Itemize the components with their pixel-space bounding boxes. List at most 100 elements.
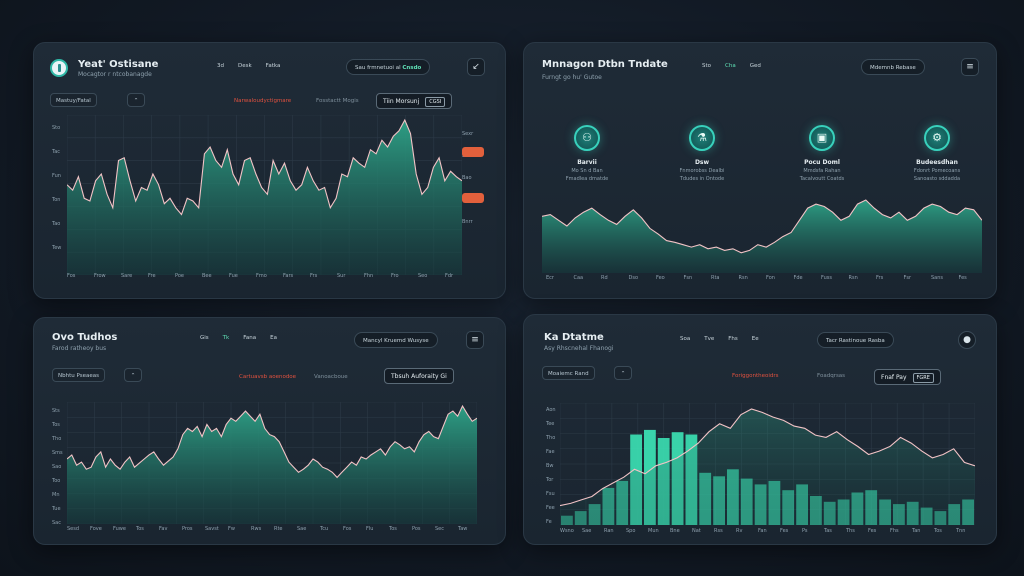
search-pill[interactable]: Tacr Rastinoue Rasba bbox=[817, 332, 894, 348]
y-tick-label: Tho bbox=[546, 435, 556, 441]
x-tick-label: Fuss bbox=[821, 275, 832, 281]
x-tick-label: Ths bbox=[846, 528, 855, 534]
x-tick-label: Ran bbox=[604, 528, 614, 534]
series-line bbox=[67, 118, 462, 216]
filter-button[interactable]: Moaiemc Rand bbox=[542, 366, 595, 380]
kpi-sub: Mo Sn d Ban bbox=[571, 168, 603, 174]
nav-item[interactable]: Fatka bbox=[265, 63, 281, 69]
x-tick-label: Fhs bbox=[890, 528, 899, 534]
settings-icon[interactable]: ● bbox=[958, 331, 976, 349]
nav-item[interactable]: Ee bbox=[751, 336, 759, 342]
kpi-card[interactable]: ⚇ Barvii Mo Sn d Ban Fmadlea dmatde bbox=[542, 125, 632, 182]
x-tick-label: Dso bbox=[628, 275, 639, 281]
x-tick-label: Fon bbox=[766, 275, 775, 281]
kpi-label: Budeesdhan bbox=[916, 159, 958, 166]
kpi-label: Dsw bbox=[694, 159, 710, 166]
alert-text: Foriggontheoidrs bbox=[732, 373, 779, 379]
nav-item[interactable]: Fhs bbox=[728, 336, 738, 342]
search-pill[interactable]: Mdemnb Rebase bbox=[861, 59, 925, 75]
x-tick-label: Sesd bbox=[67, 526, 80, 532]
nav-item[interactable]: Tk bbox=[222, 335, 230, 341]
x-tick-label: Pros bbox=[182, 526, 193, 532]
panel-bottom-right: Ka Dtatme Asy Rhscnehal Fhanogi Soa Tve Fh… bbox=[523, 314, 997, 545]
x-tick-label: Fes bbox=[780, 528, 789, 534]
x-tick-label: Fove bbox=[90, 526, 102, 532]
chevron-up-icon[interactable]: ⌃ bbox=[127, 93, 145, 107]
panel-bottom-left: Ovo Tudhos Farod ratheoy bus Gis Tk Fana Ea… bbox=[33, 317, 506, 545]
x-tick-label: Fes bbox=[958, 275, 967, 281]
nav-item[interactable]: Ged bbox=[749, 63, 761, 69]
x-tick-label: Fos bbox=[343, 526, 352, 532]
filter-button[interactable]: Nbhtu Pseaeas bbox=[52, 368, 105, 382]
nav-item[interactable]: Tve bbox=[704, 336, 715, 342]
nav-item[interactable]: Gis bbox=[200, 335, 209, 341]
kpi-card[interactable]: ▣ Pocu Doml Mmdsfa Rahan Tacalvoutt Coat… bbox=[777, 125, 867, 182]
menu-icon[interactable]: ≡ bbox=[466, 331, 484, 349]
kpi-label: Pocu Doml bbox=[804, 159, 840, 166]
x-tick-label: Fos bbox=[67, 273, 76, 279]
y-tick-label: Tho bbox=[52, 436, 62, 442]
kpi-sub: Sanoasto sddadda bbox=[913, 176, 961, 182]
y-tick-label: Fee bbox=[546, 505, 555, 511]
range-selector[interactable]: Tbsuh Auforaity Gi bbox=[384, 368, 454, 384]
x-tick-label: Fw bbox=[228, 526, 235, 532]
x-tick-label: Fan bbox=[758, 528, 767, 534]
y-tick-label: Sto bbox=[52, 125, 61, 131]
y-tick-label: Tac bbox=[52, 149, 61, 155]
alert-text: Narwaloudyctigmare bbox=[234, 98, 292, 104]
y-tick-label: Fe bbox=[546, 519, 552, 525]
menu-icon[interactable]: ≡ bbox=[961, 58, 979, 76]
x-tick-label: Nat bbox=[692, 528, 701, 534]
nav-bar: Soa Tve Fhs Ee bbox=[680, 336, 773, 342]
x-tick-label: Fdr bbox=[445, 273, 454, 279]
area-chart bbox=[67, 115, 462, 275]
area-chart bbox=[67, 402, 477, 524]
chevron-up-icon[interactable]: ⌃ bbox=[124, 368, 142, 382]
x-tick-label: Feo bbox=[656, 275, 665, 281]
kpi-card[interactable]: ⚙ Budeesdhan Fdonrt Pomecoans Sanoasto s… bbox=[892, 125, 982, 182]
nav-item[interactable]: 3d bbox=[217, 63, 224, 69]
filter-button[interactable]: Mastuy/Fatal bbox=[50, 93, 97, 107]
panel-title: Ovo Tudhos bbox=[52, 332, 118, 343]
series-line bbox=[67, 404, 477, 479]
x-tick-label: Caa bbox=[573, 275, 584, 281]
kpi-icon: ⚗ bbox=[689, 125, 715, 151]
x-tick-label: Bne bbox=[670, 528, 680, 534]
x-tick-label: Fmo bbox=[256, 273, 267, 279]
nav-item[interactable]: Desk bbox=[238, 63, 252, 69]
kpi-card[interactable]: ⚗ Dsw Fnmorobss Dealbi Tdudes in Ontode bbox=[657, 125, 747, 182]
arrow-icon[interactable]: ↙ bbox=[467, 58, 485, 76]
area-fill bbox=[542, 200, 982, 273]
search-pill[interactable]: Mancyl Kruemd Wusyse bbox=[354, 332, 438, 348]
x-tick-label: Wsno bbox=[560, 528, 574, 534]
x-tick-label: Ps bbox=[802, 528, 808, 534]
x-tick-label: Tos bbox=[389, 526, 397, 532]
x-tick-label: Frs bbox=[876, 275, 884, 281]
y-tick-label: Bao bbox=[462, 175, 472, 181]
x-tick-label: Sae bbox=[582, 528, 592, 534]
range-label: Tiin Morsunj bbox=[383, 98, 420, 105]
chevron-up-icon[interactable]: ⌃ bbox=[614, 366, 632, 380]
x-tick-label: Tos bbox=[934, 528, 942, 534]
range-selector[interactable]: Tiin Morsunj CGSI bbox=[376, 93, 453, 109]
x-tick-label: Fhn bbox=[364, 273, 374, 279]
x-tick-label: Sare bbox=[121, 273, 133, 279]
panel-top-right: Mnnagon Dtbn Tndate Furngt go hu' Gutoe … bbox=[523, 42, 997, 299]
x-tick-label: Rsn bbox=[848, 275, 858, 281]
range-selector[interactable]: Fnaf Pay FGRE bbox=[874, 369, 941, 385]
panel-subtitle: Farod ratheoy bus bbox=[52, 345, 107, 352]
nav-item[interactable]: Soa bbox=[680, 336, 691, 342]
nav-item[interactable]: Fana bbox=[243, 335, 257, 341]
alert-secondary: Foadqrsas bbox=[817, 373, 846, 379]
search-pill[interactable]: Sau frmnetuoi al Cnsdo bbox=[346, 59, 431, 75]
nav-item[interactable]: Sto bbox=[702, 63, 712, 69]
kpi-sub: Tdudes in Ontode bbox=[679, 176, 725, 182]
nav-item[interactable]: Ea bbox=[270, 335, 277, 341]
y-tick-label: Fae bbox=[546, 449, 555, 455]
area-chart bbox=[542, 199, 982, 273]
panel-title: Yeat' Ostisane bbox=[78, 59, 159, 70]
y-tick-label: Tao bbox=[52, 221, 61, 227]
nav-item[interactable]: Cha bbox=[725, 63, 736, 69]
y-tick-label: Sms bbox=[52, 450, 63, 456]
orange-marker bbox=[462, 147, 484, 157]
